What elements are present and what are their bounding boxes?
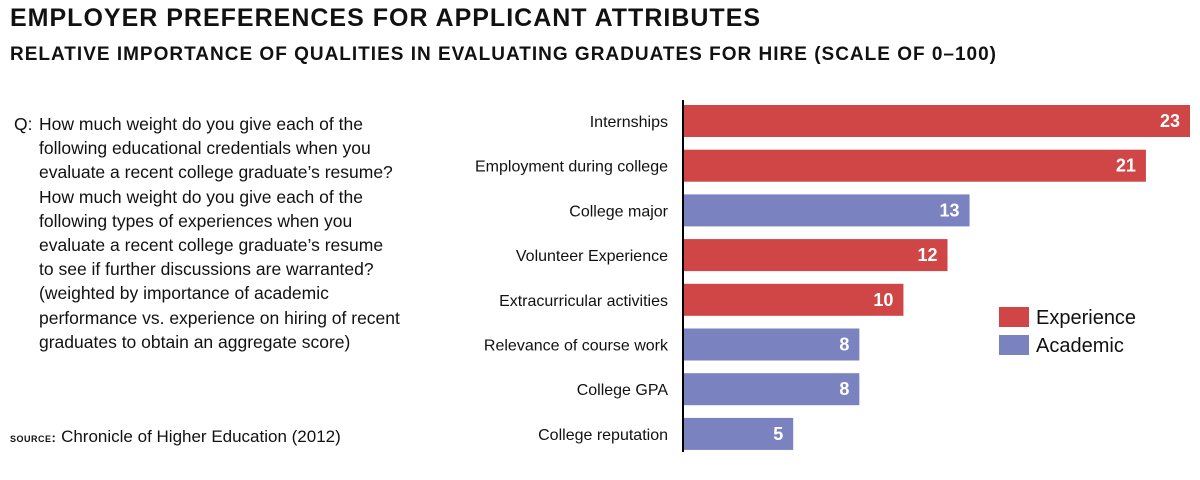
question-line: graduates to obtain an aggregate score): [39, 331, 351, 352]
question-line: performance vs. experience on hiring of …: [39, 307, 400, 328]
question-line: How much weight do you give each of the: [39, 114, 363, 134]
data-label: 10: [873, 290, 893, 310]
source-text: Chronicle of Higher Education (2012): [61, 427, 341, 446]
data-label: 21: [1116, 156, 1136, 176]
bar: [683, 373, 860, 406]
question-line: evaluate a recent college graduate’s res…: [39, 162, 393, 183]
bar: [683, 239, 948, 272]
question-line: How much weight do you give each of the: [39, 186, 363, 207]
data-label: 13: [940, 200, 960, 220]
question-line: (weighted by importance of academic: [39, 283, 329, 304]
data-label: 23: [1160, 111, 1180, 131]
question-line: evaluate a recent college graduate’s res…: [39, 235, 384, 256]
survey-question: Q: How much weight do you give each of t…: [14, 112, 454, 354]
legend-label: Academic: [1036, 335, 1124, 357]
question-line: to see if further discussions are warran…: [39, 259, 374, 280]
question-line: following types of experiences when you: [39, 210, 353, 231]
bar: [683, 417, 794, 450]
category-label: Employment during college: [475, 159, 668, 176]
question-prefix: Q:: [14, 114, 33, 134]
data-label: 5: [773, 424, 783, 444]
legend-label: Experience: [1036, 307, 1136, 329]
category-label: Relevance of course work: [484, 338, 669, 355]
chart-title: EMPLOYER PREFERENCES FOR APPLICANT ATTRI…: [10, 4, 762, 32]
legend-swatch: [999, 335, 1029, 355]
category-label: College reputation: [538, 427, 668, 444]
data-label: 8: [839, 379, 849, 399]
data-label: 12: [917, 245, 937, 265]
category-label: College GPA: [577, 382, 669, 399]
source-note: source: Chronicle of Higher Education (2…: [10, 427, 341, 447]
bar: [683, 105, 1190, 137]
question-line: following educational credentials when y…: [39, 138, 371, 159]
category-label: Volunteer Experience: [516, 248, 668, 265]
bar: [683, 194, 970, 227]
category-label: College major: [569, 203, 668, 220]
legend-swatch: [999, 307, 1029, 327]
chart-subtitle: RELATIVE IMPORTANCE OF QUALITIES IN EVAL…: [10, 44, 998, 65]
category-label: Internships: [590, 114, 668, 131]
category-label: Extracurricular activities: [499, 293, 668, 310]
bar: [683, 283, 904, 316]
bar: [683, 149, 1146, 182]
source-label: source:: [10, 430, 57, 445]
data-label: 8: [839, 335, 849, 355]
bar: [683, 328, 860, 361]
